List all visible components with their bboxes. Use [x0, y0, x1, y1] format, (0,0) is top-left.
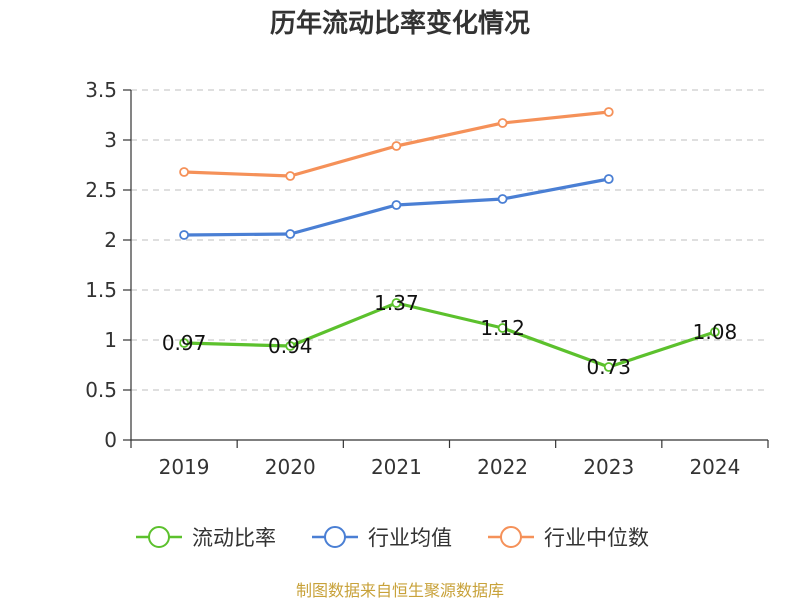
legend: 流动比率 行业均值 行业中位数	[136, 526, 649, 550]
data-label: 0.94	[268, 334, 313, 358]
grid-lines	[131, 89, 768, 391]
y-tick-label: 0	[104, 428, 117, 452]
data-point	[603, 107, 614, 117]
data-label: 1.12	[480, 316, 525, 340]
data-point	[285, 171, 296, 181]
y-tick-label: 2.5	[85, 178, 117, 202]
data-point	[391, 200, 402, 210]
y-tick-label: 3.5	[85, 78, 117, 102]
data-point	[497, 118, 508, 128]
x-tick-label: 2020	[265, 455, 316, 479]
data-point	[391, 298, 402, 308]
data-point	[497, 323, 508, 333]
data-label: 1.37	[374, 291, 419, 315]
data-label: 0.97	[162, 331, 207, 355]
series-layer: 0.97 0.94 1.37 1.12 0.73 1.08	[162, 107, 738, 379]
data-point	[179, 230, 189, 240]
data-point	[179, 338, 189, 348]
x-tick-label: 2022	[477, 455, 528, 479]
data-point	[391, 141, 402, 151]
x-tick-label: 2019	[159, 455, 210, 479]
data-point	[179, 167, 189, 177]
x-tick-label: 2021	[371, 455, 422, 479]
legend-label: 行业中位数	[544, 526, 649, 550]
data-label: 1.08	[693, 320, 738, 344]
y-tick-label: 1.5	[85, 278, 117, 302]
legend-label: 行业均值	[368, 526, 452, 550]
data-point	[497, 194, 508, 204]
y-tick-label: 0.5	[85, 378, 117, 402]
source-note: 制图数据来自恒生聚源数据库	[296, 581, 504, 600]
chart-title: 历年流动比率变化情况	[270, 8, 530, 39]
legend-marker	[500, 526, 522, 548]
data-point	[710, 327, 720, 337]
data-label: 0.73	[586, 355, 631, 379]
axes: 0 0.5 1 1.5 2 2.5 3 3.5 2019 2020 2021 2022 2023 2024	[85, 78, 769, 479]
x-tick-label: 2023	[583, 455, 634, 479]
legend-marker	[148, 526, 170, 548]
y-tick-label: 3	[104, 128, 117, 152]
y-tick-label: 1	[104, 328, 117, 352]
data-point	[285, 229, 296, 239]
y-tick-label: 2	[104, 228, 117, 252]
data-point	[603, 362, 614, 372]
data-point	[603, 174, 614, 184]
x-tick-label: 2024	[689, 455, 740, 479]
legend-label: 流动比率	[192, 526, 276, 550]
series-line-1	[184, 301, 716, 369]
data-point	[285, 341, 296, 351]
legend-marker	[324, 526, 346, 548]
